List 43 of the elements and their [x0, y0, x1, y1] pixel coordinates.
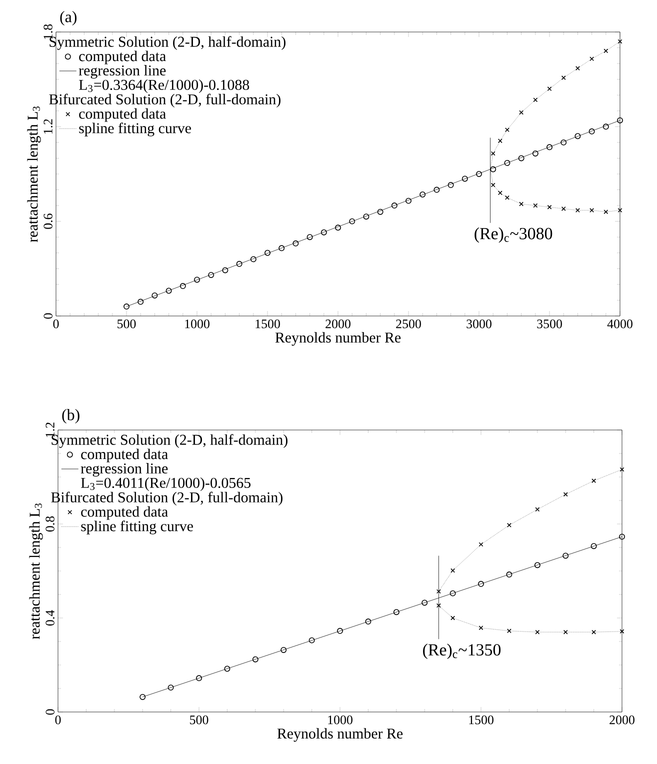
x-tick-label: 1500: [469, 716, 494, 724]
legend-label: computed data: [81, 506, 168, 520]
y-axis-title: reattachment length L$_{3}$: [27, 106, 41, 242]
legend-label: regression line: [80, 463, 168, 477]
legend-label: spline fitting curve: [81, 520, 193, 534]
legend-label: computed data: [81, 448, 168, 462]
annotation: (Re)$_{c}$~1350: [423, 644, 501, 660]
x-tick-label: 3500: [537, 320, 562, 328]
chart-title: (b): [62, 409, 80, 424]
x-tick-label: 500: [190, 716, 208, 724]
x-tick-label: 500: [118, 320, 136, 328]
legend-label: spline fitting curve: [79, 122, 191, 136]
y-axis-title: reattachment length L$_{3}$: [29, 503, 43, 640]
x-tick-label: 0: [55, 716, 61, 724]
y-tick-label: 1.8: [44, 24, 52, 39]
y-tick-label: 0: [44, 313, 52, 319]
y-tick-label: 0.4: [46, 610, 54, 626]
x-tick-label: 1000: [328, 716, 352, 724]
legend-label: computed data: [79, 50, 166, 64]
chart-title: (a): [60, 11, 77, 26]
y-tick-label: 1.2: [44, 119, 52, 134]
x-axis-title: Reynolds number Re: [277, 728, 403, 742]
y-tick-label: 0.8: [46, 516, 54, 532]
annotation: Symmetric Solution (2-D, half-domain): [50, 36, 286, 50]
y-tick-label: 0.6: [44, 214, 52, 229]
annotation: L$_{3}$=0.3364(Re/1000)-0.1088: [79, 79, 250, 93]
annotation: L$_{3}$=0.4011(Re/1000)-0.0565: [81, 477, 250, 491]
y-tick-label: 0: [46, 709, 54, 715]
annotation: (Re)$_{c}$~3080: [474, 227, 552, 243]
x-tick-label: 2000: [610, 716, 634, 724]
x-tick-label: 4000: [607, 320, 632, 328]
annotation: Symmetric Solution (2-D, half-domain): [52, 434, 288, 448]
legend-label: regression line: [78, 65, 166, 79]
x-tick-label: 2500: [396, 320, 421, 328]
annotation: Bifurcated Solution (2-D, full-domain): [51, 492, 282, 506]
y-tick-label: 1.2: [46, 422, 54, 437]
legend-label: computed data: [79, 108, 166, 122]
x-tick-label: 1500: [256, 320, 280, 328]
x-tick-label: 1000: [185, 320, 210, 328]
x-axis-title: Reynolds number Re: [275, 332, 401, 346]
x-tick-label: 2000: [326, 320, 350, 328]
x-tick-label: 3000: [466, 320, 492, 328]
annotation: Bifurcated Solution (2-D, full-domain): [49, 94, 280, 108]
